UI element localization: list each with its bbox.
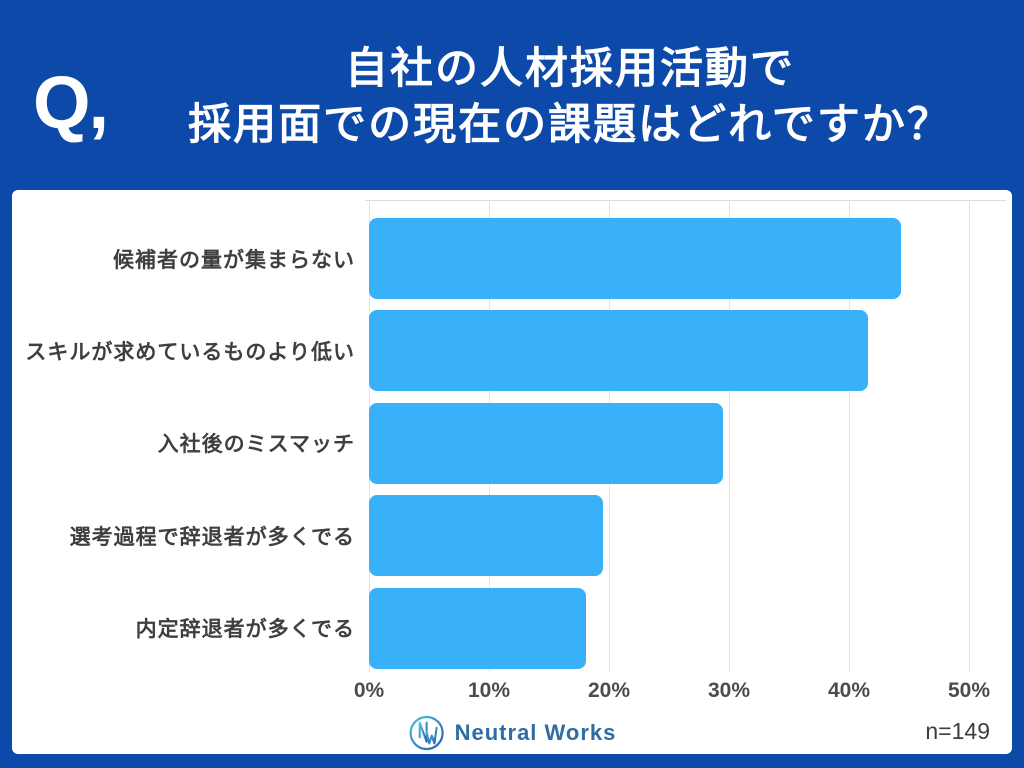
x-tick-label: 20% [587, 679, 631, 702]
category-label: 内定辞退者が多くでる [135, 618, 355, 642]
brand: Neutral Works [408, 714, 617, 752]
question-title-line2: 採用面での現在の課題はどれですか？ [188, 101, 952, 149]
x-tick-label: 30% [707, 679, 751, 702]
question-mark: Q, [32, 60, 109, 144]
category-label: 入社後のミスマッチ [157, 433, 355, 457]
bar [369, 587, 587, 669]
sample-size: n=149 [925, 718, 990, 744]
plot-top-border [365, 200, 1006, 201]
gridline [729, 200, 730, 672]
chart-card: 候補者の量が集まらないスキルが求めているものより低い入社後のミスマッチ選考過程で… [12, 190, 1012, 754]
category-labels: 候補者の量が集まらないスキルが求めているものより低い入社後のミスマッチ選考過程で… [12, 190, 355, 682]
bar [369, 310, 869, 392]
gridline [849, 200, 850, 672]
bar-chart-plot [369, 200, 970, 672]
category-label: 選考過程で辞退者が多くでる [69, 525, 355, 549]
question-title-line1: 自社の人材採用活動で [345, 45, 795, 93]
category-label: スキルが求めているものより低い [25, 340, 355, 364]
x-axis: 0% 10% 20% 30% 40% 50% [354, 679, 990, 709]
bar [369, 495, 603, 577]
x-tick-label: 40% [827, 679, 871, 702]
bar-row [369, 402, 969, 484]
question-header: Q, 自社の人材採用活動で 採用面での現在の課題はどれですか？ [0, 0, 1024, 190]
x-tick-label: 50% [947, 679, 991, 702]
bar [369, 402, 723, 484]
x-tick-label: 10% [467, 679, 511, 702]
question-title: 自社の人材採用活動で 採用面での現在の課題はどれですか？ [140, 0, 1024, 190]
bar-row [369, 218, 969, 299]
x-tick-label: 0% [353, 679, 385, 702]
brand-name: Neutral Works [454, 720, 617, 745]
bar [369, 218, 901, 299]
category-label: 候補者の量が集まらない [113, 248, 355, 272]
bar-row [369, 587, 969, 669]
gridline [969, 200, 970, 672]
bar-row [369, 310, 969, 392]
neutral-works-logo [409, 715, 444, 751]
bar-row [369, 495, 969, 577]
